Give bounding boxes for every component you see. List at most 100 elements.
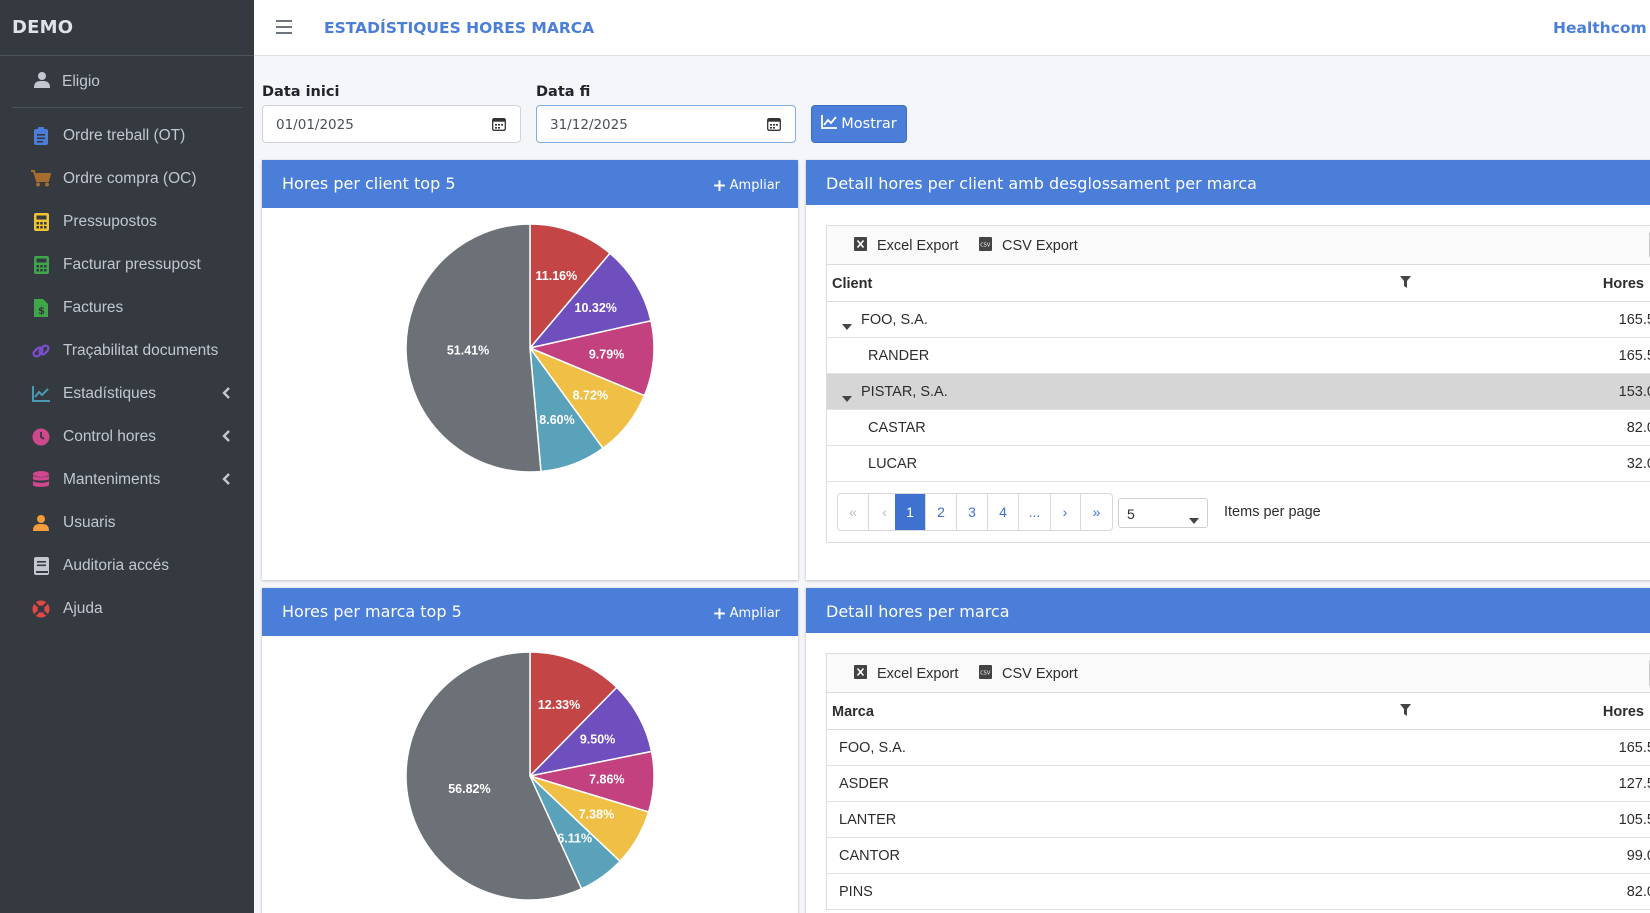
- pie-slice[interactable]: [527, 319, 655, 397]
- sidebar-item-estadistiques[interactable]: Estadístiques: [0, 372, 254, 415]
- svg-text:CSV: CSV: [980, 671, 991, 677]
- card-header: Hores per marca top 5 + Ampliar: [262, 588, 798, 636]
- book-icon: [31, 556, 51, 576]
- link-icon: [31, 341, 51, 361]
- csv-export-button[interactable]: CSV CSV Export: [979, 665, 1078, 683]
- grid-header: Marca Hores: [827, 693, 1650, 730]
- user-panel[interactable]: Eligio: [12, 56, 242, 108]
- card-header: Detall hores per client amb desglossamen…: [806, 160, 1650, 205]
- start-date-input[interactable]: 01/01/2025: [262, 105, 521, 143]
- page-4-button[interactable]: 4: [988, 494, 1019, 530]
- caret-down-icon[interactable]: [842, 318, 852, 334]
- user-icon: [31, 513, 51, 533]
- pie-slice[interactable]: [529, 223, 612, 351]
- caret-down-icon[interactable]: [842, 390, 852, 406]
- column-header-hours[interactable]: Hores: [1602, 276, 1644, 292]
- sidebar-item-pressupostos[interactable]: Pressupostos: [0, 200, 254, 243]
- pager-pages: 1 2 3 4 ...: [895, 493, 1051, 531]
- sidebar-item-tracabilitat[interactable]: Traçabilitat documents: [0, 329, 254, 372]
- table-row[interactable]: LUCAR 32.00: [827, 446, 1650, 482]
- excel-export-label: Excel Export: [877, 238, 959, 254]
- start-date-value: 01/01/2025: [276, 117, 354, 133]
- marca-detail-card: Detall hores per marca Excel Export CSV …: [806, 588, 1650, 913]
- company-name[interactable]: Healthcom S: [1553, 19, 1650, 37]
- prev-page-icon[interactable]: ‹: [882, 504, 887, 520]
- sidebar-item-usuaris[interactable]: Usuaris: [0, 501, 254, 544]
- table-row[interactable]: PINS 82.00: [827, 874, 1650, 910]
- sidebar-item-control-hores[interactable]: Control hores: [0, 415, 254, 458]
- pie-slice[interactable]: [527, 252, 652, 350]
- pie-slice-label: 8.72%: [573, 389, 608, 403]
- brand[interactable]: DEMO: [0, 0, 254, 56]
- sidebar-item-factures[interactable]: $ Factures: [0, 286, 254, 329]
- calendar-icon[interactable]: [767, 117, 781, 135]
- show-button[interactable]: Mostrar: [811, 105, 907, 143]
- table-row[interactable]: RANDER 165.50: [827, 338, 1650, 374]
- next-page-icon[interactable]: ›: [1050, 494, 1081, 530]
- sidebar-item-ordre-compra[interactable]: Ordre compra (OC): [0, 157, 254, 200]
- last-page-icon[interactable]: »: [1092, 504, 1101, 520]
- csv-export-button[interactable]: CSV CSV Export: [979, 237, 1078, 255]
- row-name: CASTAR: [868, 420, 926, 436]
- pie-slice-label: 7.86%: [589, 773, 624, 787]
- start-date-label: Data inici: [262, 84, 340, 100]
- csv-export-label: CSV Export: [1002, 666, 1078, 682]
- page-1-button[interactable]: 1: [895, 494, 926, 530]
- sidebar-item-ajuda[interactable]: Ajuda: [0, 587, 254, 630]
- row-hours: 165.50: [1618, 740, 1650, 756]
- pie-slice[interactable]: [529, 651, 618, 778]
- page-more-button[interactable]: ...: [1028, 504, 1041, 520]
- marca-pie-svg: 12.33% 9.50% 7.86% 7.38% 6.11% 56.82%: [405, 651, 655, 901]
- chart-area-icon: [821, 115, 841, 133]
- column-header-hours[interactable]: Hores: [1602, 704, 1644, 720]
- table-row[interactable]: FOO, S.A. 165.50: [827, 730, 1650, 766]
- table-row[interactable]: CASTAR 82.00: [827, 410, 1650, 446]
- column-header-marca[interactable]: Marca: [832, 704, 874, 720]
- pie-slice[interactable]: [405, 223, 542, 473]
- sidebar-item-ordre-treball[interactable]: Ordre treball (OT): [0, 114, 254, 157]
- page-3-button[interactable]: 3: [957, 494, 988, 530]
- brand-text: DEMO: [12, 17, 74, 38]
- page-2-button[interactable]: 2: [926, 494, 957, 530]
- pie-slice-label: 11.16%: [536, 269, 578, 283]
- first-page-icon[interactable]: «: [838, 494, 869, 530]
- excel-export-button[interactable]: Excel Export: [854, 237, 958, 255]
- filter-icon[interactable]: [1400, 704, 1411, 720]
- row-hours: 99.00: [1626, 848, 1650, 864]
- filter-icon[interactable]: [1400, 276, 1411, 292]
- plus-icon: +: [712, 603, 727, 624]
- table-row[interactable]: ASDER 127.50: [827, 766, 1650, 802]
- table-row[interactable]: FOO, S.A. 165.50: [827, 302, 1650, 338]
- calendar-icon[interactable]: [492, 117, 506, 135]
- pager: « ‹ 1 2 3 4 ... › » 5 Items per page: [827, 482, 1650, 542]
- user-icon: [34, 71, 50, 93]
- sidebar-item-facturar-pressupost[interactable]: Facturar pressupost: [0, 243, 254, 286]
- end-date-input[interactable]: 31/12/2025: [536, 105, 796, 143]
- expand-button[interactable]: + Ampliar: [712, 177, 780, 194]
- expand-button[interactable]: + Ampliar: [712, 603, 780, 624]
- sidebar-item-auditoria[interactable]: Auditoria accés: [0, 544, 254, 587]
- svg-text:CSV: CSV: [980, 243, 991, 249]
- calculator-icon: [31, 255, 51, 275]
- table-row[interactable]: LANTER 105.50: [827, 802, 1650, 838]
- client-detail-card: Detall hores per client amb desglossamen…: [806, 160, 1650, 580]
- pie-slice[interactable]: [405, 651, 583, 901]
- page-size-select[interactable]: 5: [1118, 498, 1208, 528]
- table-row[interactable]: PISTAR, S.A. 153.00: [827, 374, 1650, 410]
- row-hours: 127.50: [1618, 776, 1650, 792]
- column-header-client[interactable]: Client: [832, 276, 873, 292]
- hamburger-menu-icon[interactable]: [276, 20, 292, 38]
- client-pie-card: Hores per client top 5 + Ampliar 11.16% 10…: [262, 160, 798, 580]
- table-row[interactable]: CANTOR 99.00: [827, 838, 1650, 874]
- sidebar-item-manteniments[interactable]: Manteniments: [0, 458, 254, 501]
- pie-slice-label: 6.11%: [557, 832, 592, 846]
- excel-export-button[interactable]: Excel Export: [854, 665, 958, 683]
- row-name: CANTOR: [839, 848, 900, 864]
- sidebar-item-label: Ajuda: [63, 599, 103, 617]
- grid-header: Client Hores: [827, 265, 1650, 302]
- row-name: FOO, S.A.: [861, 312, 928, 328]
- sidebar-item-label: Facturar pressupost: [63, 255, 201, 273]
- show-button-label: Mostrar: [841, 116, 897, 132]
- pie-slice-label: 51.41%: [447, 344, 489, 358]
- row-hours: 105.50: [1618, 812, 1650, 828]
